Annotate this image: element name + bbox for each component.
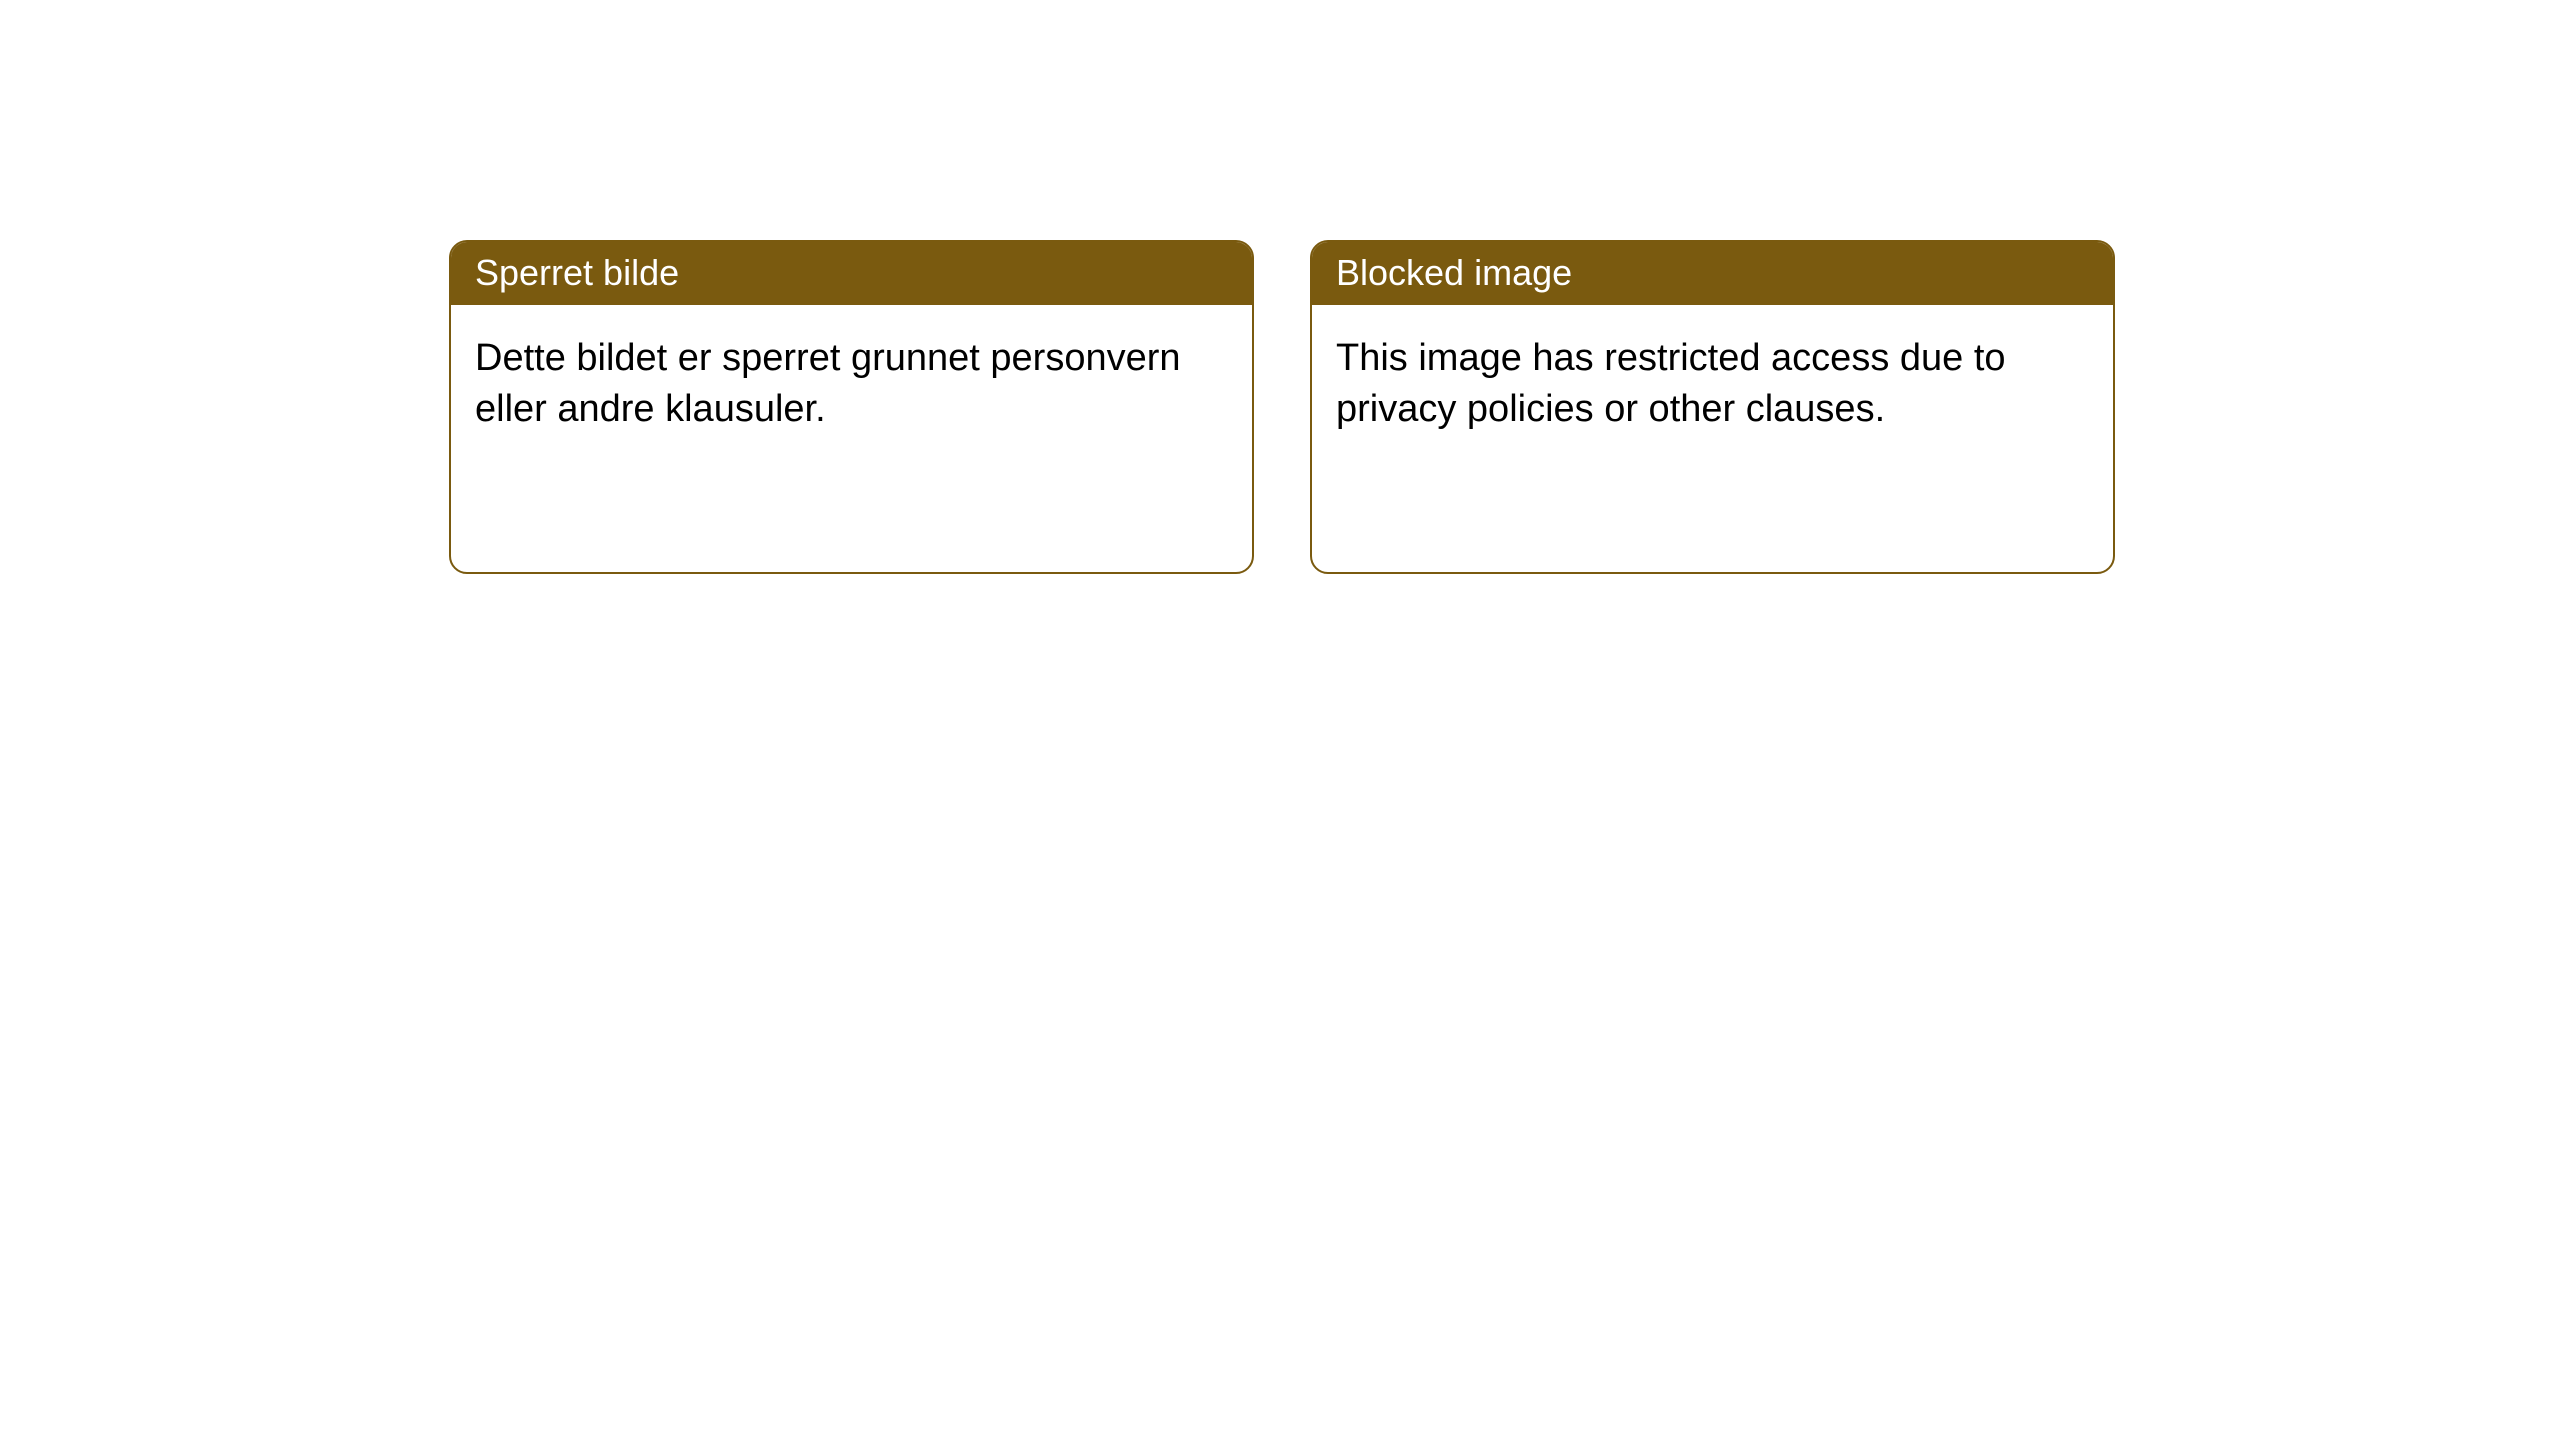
notice-card-english: Blocked image This image has restricted … (1310, 240, 2115, 574)
notice-container: Sperret bilde Dette bildet er sperret gr… (449, 240, 2115, 574)
notice-title: Sperret bilde (451, 242, 1252, 305)
notice-card-norwegian: Sperret bilde Dette bildet er sperret gr… (449, 240, 1254, 574)
notice-title: Blocked image (1312, 242, 2113, 305)
notice-body: This image has restricted access due to … (1312, 305, 2113, 464)
notice-body: Dette bildet er sperret grunnet personve… (451, 305, 1252, 464)
